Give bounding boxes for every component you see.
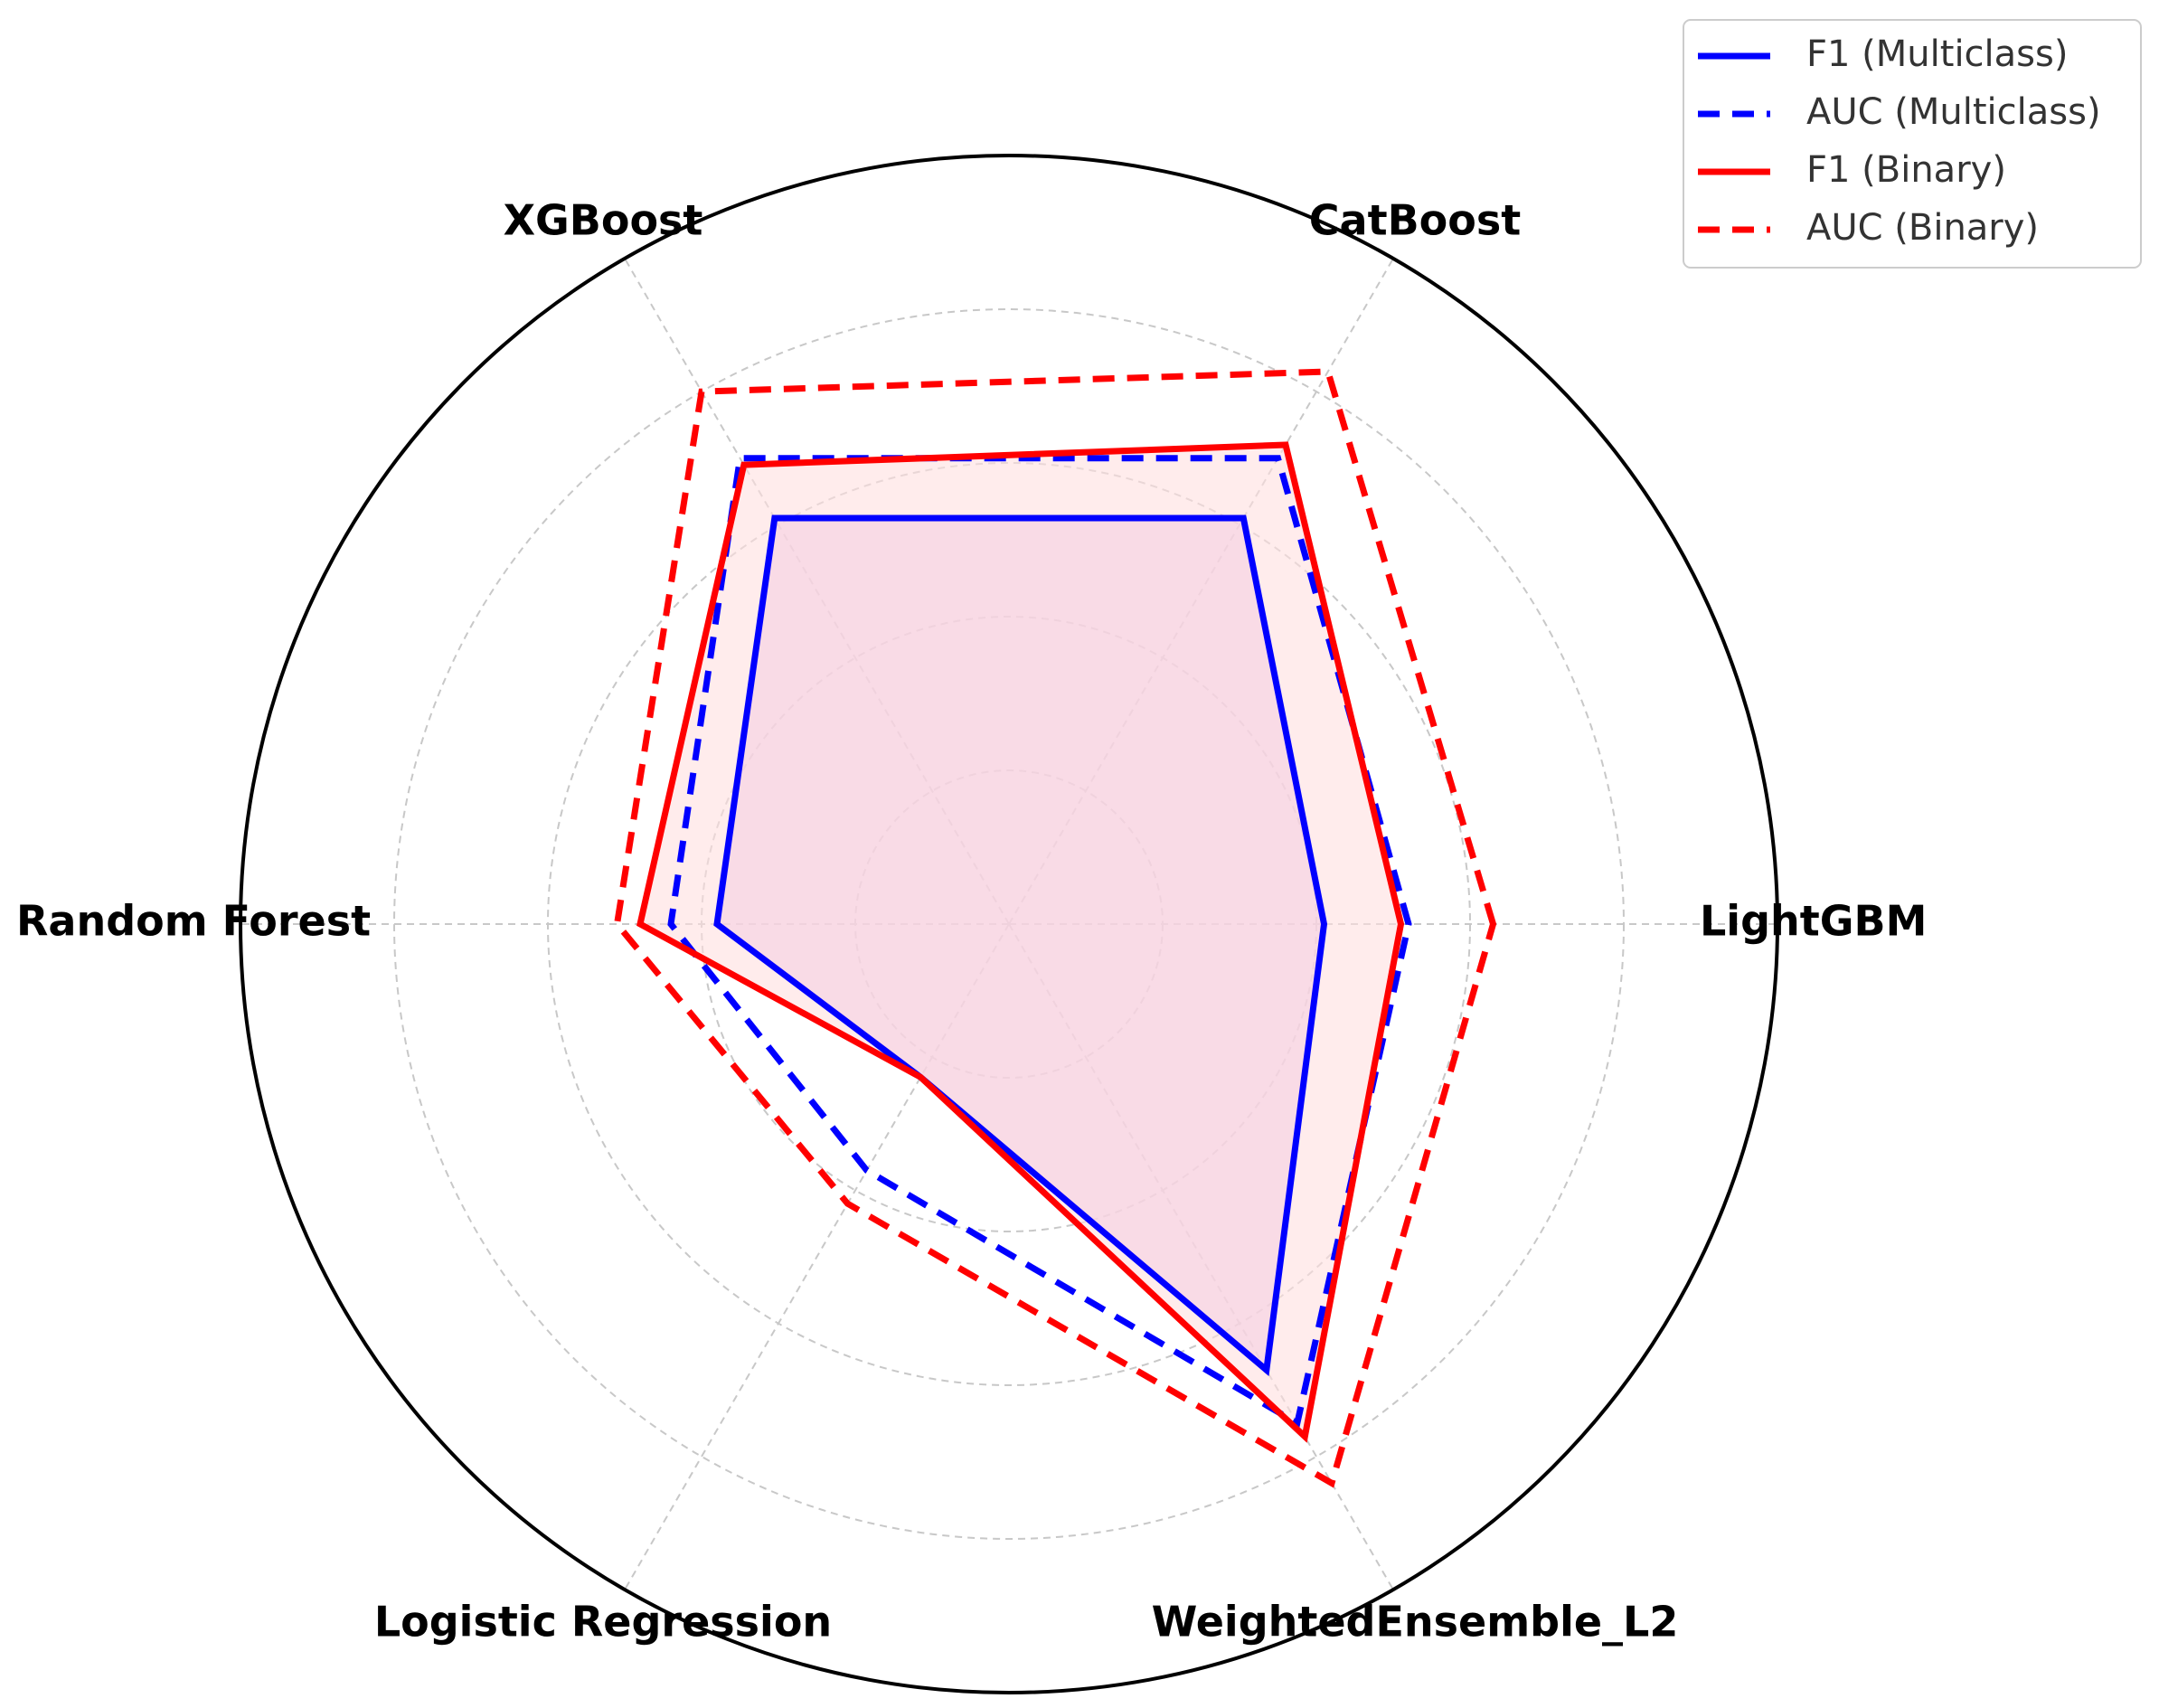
legend: F1 (Multiclass) AUC (Multiclass) F1 (Binar… [1683,19,2142,269]
legend-box [1683,19,2142,269]
series-line-f1-multiclass [713,514,1328,1377]
series-line-auc-multiclass [667,455,1412,1429]
category-label-catboost: CatBoost [1309,196,1521,245]
series-line-f1-binary [636,441,1405,1443]
legend-label-f1-binary: F1 (Binary) [1806,149,2006,191]
category-label-logistic-regression: Logistic Regression [374,1598,832,1647]
category-label-weightedensemble-l2: WeightedEnsemble_L2 [1152,1598,1679,1647]
series-fills [640,445,1401,1437]
legend-label-f1-multiclass: F1 (Multiclass) [1806,33,2068,75]
series-fill-f1-binary [640,445,1401,1437]
category-label-xgboost: XGBoost [504,196,703,245]
outer-ring [239,154,1779,1694]
legend-label-auc-multiclass: AUC (Multiclass) [1806,91,2101,133]
series-lines [613,368,1497,1488]
category-labels: LightGBM CatBoost XGBoost Random Forest Logi… [16,196,1927,1647]
legend-label-auc-binary: AUC (Binary) [1806,207,2039,249]
category-label-lightgbm: LightGBM [1700,897,1927,946]
series-line-auc-binary [613,368,1497,1488]
category-label-random-forest: Random Forest [16,897,371,946]
